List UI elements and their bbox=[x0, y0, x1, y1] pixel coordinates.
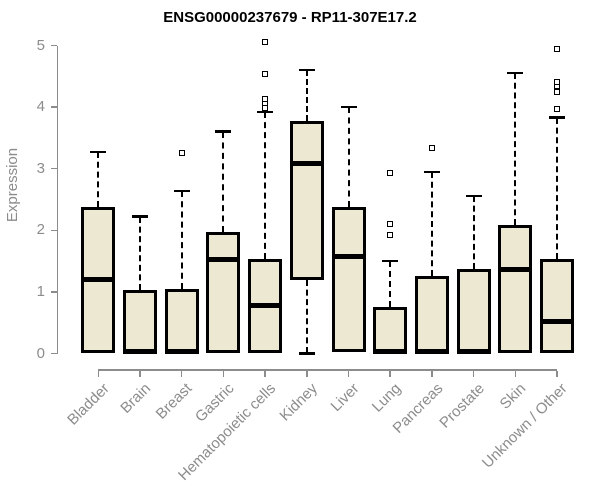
median-line-skin bbox=[498, 266, 533, 272]
outlier-point bbox=[554, 45, 560, 52]
upper-whisker-line bbox=[472, 195, 475, 270]
median-line-prostate bbox=[456, 349, 491, 355]
box-skin bbox=[498, 225, 533, 354]
outlier-point bbox=[178, 150, 185, 157]
y-axis-tick-label: 5 bbox=[36, 36, 45, 54]
x-axis-tick bbox=[556, 370, 558, 377]
x-axis-tick bbox=[222, 370, 225, 377]
x-axis-tick bbox=[514, 370, 517, 377]
upper-whisker-line bbox=[389, 261, 392, 307]
box-liver bbox=[331, 206, 366, 352]
upper-whisker-cap bbox=[549, 116, 565, 119]
box-brain bbox=[123, 290, 157, 354]
y-axis-tick-label: 3 bbox=[36, 159, 45, 177]
upper-whisker-line bbox=[347, 107, 350, 207]
upper-whisker-cap bbox=[465, 194, 482, 198]
outlier-point bbox=[387, 220, 394, 227]
y-axis-tick bbox=[50, 167, 57, 170]
y-axis-tick-label: 1 bbox=[36, 282, 45, 300]
upper-whisker-cap bbox=[173, 189, 190, 193]
upper-whisker-cap bbox=[423, 170, 440, 174]
y-axis-tick bbox=[50, 291, 57, 293]
x-axis-category-label-kidney: Kidney bbox=[276, 380, 321, 425]
x-axis-tick bbox=[264, 370, 266, 377]
outlier-point bbox=[262, 39, 269, 46]
y-axis-tick bbox=[50, 352, 57, 355]
median-line-hematopoietic-cells bbox=[248, 302, 283, 308]
median-line-gastric bbox=[206, 257, 241, 263]
x-axis-tick bbox=[431, 370, 433, 377]
outlier-point bbox=[554, 105, 560, 112]
box-prostate bbox=[456, 269, 491, 354]
chart-title: ENSG00000237679 - RP11-307E17.2 bbox=[163, 9, 417, 26]
x-axis-tick bbox=[472, 370, 475, 377]
median-line-liver bbox=[331, 253, 366, 259]
outlier-point bbox=[262, 96, 269, 103]
box-unknown-other bbox=[540, 259, 574, 354]
x-axis-tick bbox=[389, 370, 391, 377]
box-pancreas bbox=[414, 275, 449, 354]
outlier-point bbox=[554, 89, 560, 96]
y-axis-tick bbox=[50, 229, 57, 232]
upper-whisker-line bbox=[514, 73, 517, 226]
lower-whisker-line bbox=[305, 280, 308, 354]
upper-whisker-cap bbox=[132, 215, 148, 218]
upper-whisker-line bbox=[97, 152, 100, 207]
upper-whisker-cap bbox=[257, 110, 274, 114]
x-axis-category-label-lung: Lung bbox=[368, 380, 405, 416]
outlier-point bbox=[387, 170, 394, 176]
upper-whisker-cap bbox=[90, 150, 107, 154]
box-kidney bbox=[289, 120, 324, 281]
box-gastric bbox=[206, 231, 241, 354]
upper-whisker-line bbox=[264, 112, 267, 260]
median-line-lung bbox=[373, 349, 408, 355]
upper-whisker-line bbox=[305, 70, 308, 121]
y-axis-tick bbox=[50, 106, 57, 108]
x-axis-tick bbox=[139, 370, 141, 377]
x-axis-category-label-brain: Brain bbox=[117, 380, 155, 417]
y-axis-tick-label: 2 bbox=[36, 221, 45, 239]
x-axis-tick bbox=[180, 370, 183, 377]
median-line-kidney bbox=[289, 160, 324, 166]
median-line-bladder bbox=[81, 277, 116, 283]
upper-whisker-line bbox=[430, 171, 433, 276]
y-axis-tick-label: 0 bbox=[36, 344, 45, 362]
outlier-point bbox=[554, 78, 560, 85]
x-axis-category-label-breast: Breast bbox=[153, 380, 196, 423]
outlier-point bbox=[428, 145, 435, 152]
x-axis-tick bbox=[347, 370, 350, 377]
upper-whisker-line bbox=[556, 117, 558, 260]
y-axis-line bbox=[56, 45, 58, 354]
x-axis-category-label-prostate: Prostate bbox=[436, 380, 488, 432]
median-line-pancreas bbox=[414, 349, 449, 355]
outlier-point bbox=[262, 71, 269, 78]
box-breast bbox=[164, 288, 199, 354]
median-line-brain bbox=[123, 349, 157, 355]
upper-whisker-cap bbox=[507, 71, 524, 75]
upper-whisker-line bbox=[180, 190, 183, 289]
x-axis-line bbox=[98, 369, 557, 371]
y-axis-tick bbox=[50, 44, 57, 47]
x-axis-tick bbox=[306, 370, 308, 377]
upper-whisker-cap bbox=[298, 68, 315, 72]
median-line-breast bbox=[164, 349, 199, 355]
upper-whisker-cap bbox=[382, 259, 399, 263]
outlier-point bbox=[387, 232, 394, 239]
lower-whisker-cap bbox=[298, 352, 315, 355]
x-axis-category-label-bladder: Bladder bbox=[63, 380, 113, 429]
x-axis-category-label-skin: Skin bbox=[496, 380, 530, 413]
y-axis-tick-label: 4 bbox=[36, 98, 45, 116]
median-line-unknown-other bbox=[540, 318, 574, 324]
upper-whisker-cap bbox=[215, 130, 232, 133]
box-lung bbox=[373, 306, 408, 354]
upper-whisker-line bbox=[139, 216, 141, 291]
upper-whisker-line bbox=[222, 131, 225, 232]
x-axis-category-label-liver: Liver bbox=[327, 380, 363, 416]
x-axis-tick bbox=[97, 370, 100, 377]
upper-whisker-cap bbox=[340, 105, 357, 109]
